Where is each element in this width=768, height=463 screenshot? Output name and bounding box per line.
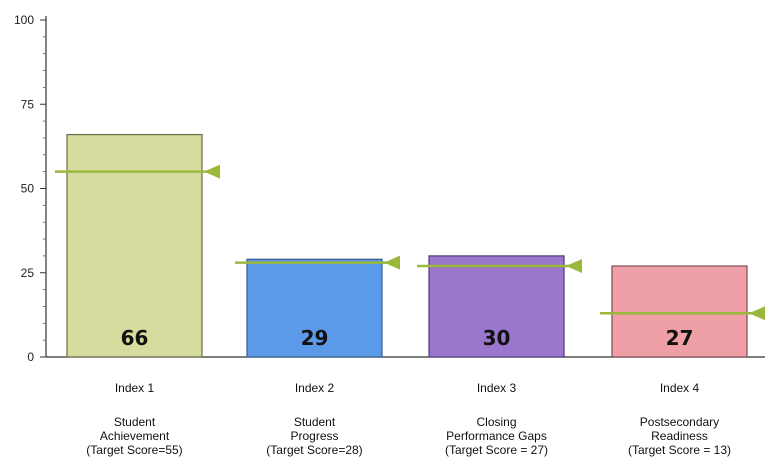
bars xyxy=(66,133,748,358)
bar-1 xyxy=(66,133,203,358)
category-description: (Target Score=28) xyxy=(266,443,362,457)
target-marker-2 xyxy=(384,255,400,270)
y-tick-label: 50 xyxy=(21,182,35,196)
category-description: Performance Gaps xyxy=(446,429,547,443)
bar-value-label: 30 xyxy=(483,326,511,350)
target-markers xyxy=(55,164,765,321)
category-description: Student xyxy=(294,415,336,429)
bar-2 xyxy=(246,258,383,358)
bar-4 xyxy=(611,265,748,358)
bar-value-label: 27 xyxy=(666,326,694,350)
category-label: Index 4 xyxy=(660,381,700,395)
target-marker-4 xyxy=(749,306,765,321)
category-description: (Target Score=55) xyxy=(86,443,182,457)
category-label: Index 1 xyxy=(115,381,155,395)
bar-value-label: 66 xyxy=(121,326,149,350)
target-marker-3 xyxy=(566,259,582,274)
target-marker-1 xyxy=(204,164,220,179)
category-label: Index 2 xyxy=(295,381,335,395)
bar-value-label: 29 xyxy=(301,326,329,350)
category-description: (Target Score = 27) xyxy=(445,443,548,457)
category-description: Achievement xyxy=(100,429,170,443)
category-description: Postsecondary xyxy=(640,415,719,429)
bar-3 xyxy=(428,255,565,358)
category-description: (Target Score = 13) xyxy=(628,443,731,457)
category-description: Student xyxy=(114,415,156,429)
y-tick-label: 100 xyxy=(14,13,34,27)
category-label: Index 3 xyxy=(477,381,517,395)
y-tick-label: 25 xyxy=(21,266,35,280)
y-tick-label: 0 xyxy=(27,350,34,364)
category-description: Progress xyxy=(290,429,338,443)
y-tick-label: 75 xyxy=(21,97,35,111)
category-description: Readiness xyxy=(651,429,708,443)
category-description: Closing xyxy=(476,415,516,429)
